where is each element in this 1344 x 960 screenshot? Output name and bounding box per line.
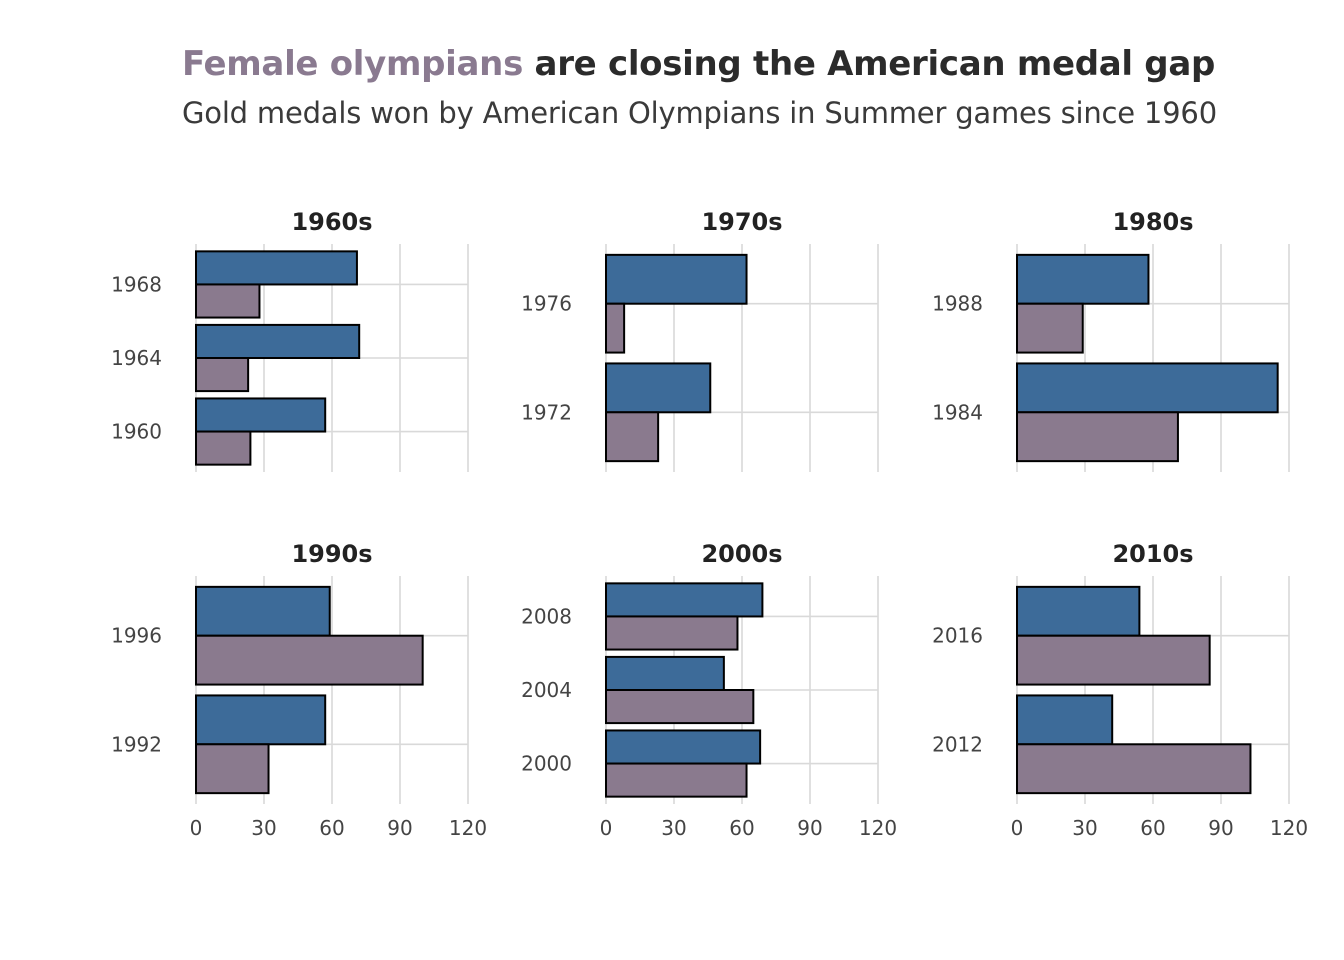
- y-tick-label: 1976: [521, 292, 572, 316]
- title-rest: are closing the American medal gap: [523, 44, 1216, 84]
- bar-men-1964: [195, 323, 361, 360]
- bar-men-1996: [195, 585, 331, 637]
- bar-women-1960: [195, 430, 252, 466]
- y-tick-label: 1988: [932, 292, 983, 316]
- x-tick-label: 60: [1140, 816, 1165, 840]
- x-tick-label: 90: [1208, 816, 1233, 840]
- chart-title: Female olympians are closing the America…: [182, 44, 1215, 84]
- bar-women-1976: [605, 302, 626, 354]
- facet-panel-1960s: 1960s 1968 1964 1960: [111, 208, 469, 472]
- facet-label: 2000s: [701, 540, 782, 568]
- y-tick-label: 2012: [932, 732, 983, 756]
- y-tick-label: 2016: [932, 624, 983, 648]
- facet-panel-1990s: 1990s 1996 1992 0 30 60 90 120: [111, 540, 487, 840]
- y-tick-label: 1968: [111, 272, 162, 296]
- x-tick-label: 30: [1072, 816, 1097, 840]
- bar-women-1984: [1016, 411, 1179, 463]
- y-tick-label: 2000: [521, 752, 572, 776]
- x-tick-label: 30: [661, 816, 686, 840]
- x-tick-label: 30: [251, 816, 276, 840]
- bar-women-2000: [605, 762, 748, 798]
- bar-men-2008: [605, 582, 764, 618]
- y-tick-label: 1996: [111, 624, 162, 648]
- y-tick-label: 1972: [521, 400, 572, 424]
- facet-label: 1970s: [701, 208, 782, 236]
- bar-women-1964: [195, 357, 250, 393]
- bar-women-1972: [605, 411, 660, 463]
- x-tick-label: 90: [797, 816, 822, 840]
- bar-women-1968: [195, 283, 261, 319]
- bar-men-1988: [1016, 253, 1150, 305]
- bar-men-2000: [605, 729, 762, 765]
- x-tick-label: 60: [319, 816, 344, 840]
- bar-men-1960: [195, 397, 327, 433]
- bar-women-2012: [1016, 743, 1252, 795]
- y-tick-label: 2008: [521, 604, 572, 628]
- facet-label: 1990s: [291, 540, 372, 568]
- x-tick-label: 120: [449, 816, 487, 840]
- bar-women-2004: [605, 689, 755, 725]
- bar-men-2004: [605, 655, 725, 691]
- bar-women-2016: [1016, 634, 1211, 686]
- bar-men-1972: [605, 362, 712, 414]
- y-tick-label: 2004: [521, 678, 572, 702]
- bar-men-1968: [195, 250, 358, 286]
- bar-women-1992: [195, 743, 270, 795]
- y-tick-label: 1960: [111, 420, 162, 444]
- bar-men-1992: [195, 694, 327, 746]
- x-tick-label: 0: [600, 816, 613, 840]
- title-highlight: Female olympians: [182, 44, 524, 84]
- bar-men-2016: [1016, 585, 1141, 637]
- x-tick-label: 120: [859, 816, 897, 840]
- facet-panel-2000s: 2000s 2008 2004 2000 0 30 60 90 120: [521, 540, 897, 840]
- bar-women-2008: [605, 615, 739, 651]
- bar-women-1996: [195, 634, 424, 686]
- x-tick-label: 0: [1011, 816, 1024, 840]
- facet-panel-1970s: 1970s 1976 1972: [521, 208, 879, 472]
- bar-women-1988: [1016, 302, 1084, 354]
- bar-men-1976: [605, 253, 748, 305]
- y-tick-label: 1984: [932, 400, 983, 424]
- chart-subtitle: Gold medals won by American Olympians in…: [182, 96, 1217, 130]
- facet-panel-1980s: 1980s 1988 1984: [932, 208, 1290, 472]
- y-tick-label: 1964: [111, 346, 162, 370]
- x-tick-label: 90: [387, 816, 412, 840]
- bar-men-1984: [1016, 362, 1279, 414]
- facet-panel-2010s: 2010s 2016 2012 0 30 60 90 120: [932, 540, 1308, 840]
- facet-label: 1960s: [291, 208, 372, 236]
- x-tick-label: 120: [1270, 816, 1308, 840]
- x-tick-label: 0: [190, 816, 203, 840]
- bar-men-2012: [1016, 694, 1114, 746]
- facet-label: 2010s: [1112, 540, 1193, 568]
- y-tick-label: 1992: [111, 732, 162, 756]
- x-tick-label: 60: [729, 816, 754, 840]
- facet-label: 1980s: [1112, 208, 1193, 236]
